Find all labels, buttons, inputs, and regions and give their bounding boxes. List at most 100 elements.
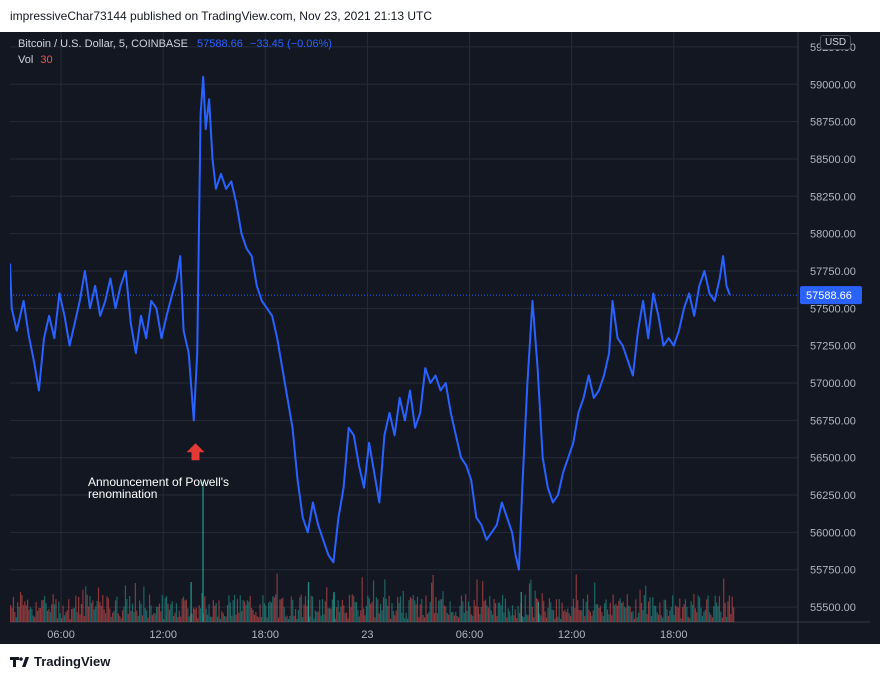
price-axis[interactable]: 55500.00 55750.00 56000.00 56250.00 56500.00… [810,42,856,614]
volume-bar [58,601,60,622]
x-tick-label: 12:00 [149,629,177,641]
volume-bar [185,599,187,622]
volume-bar [510,615,512,622]
volume-bar [401,612,403,622]
volume-bar [364,615,366,622]
volume-bar [29,607,32,622]
volume-bar [212,600,214,622]
volume-bar [663,599,665,622]
volume-bar [256,616,258,622]
volume-bar [477,607,480,622]
time-axis[interactable]: 06:00 12:00 18:00 23 06:00 12:00 18:00 [47,629,687,641]
volume-bar [655,605,657,622]
volume-bar [489,596,491,622]
volume-bar [24,601,26,622]
volume-bar [103,609,105,622]
volume-bar [557,616,559,622]
volume-bar [28,609,30,622]
volume-bar [337,600,339,622]
volume-bar [496,616,498,622]
volume-bar [255,612,257,622]
volume-bar [360,610,362,622]
volume-bar [182,596,185,622]
volume-bar [725,616,728,622]
volume-bar [527,615,529,622]
volume-bar [86,594,88,622]
y-tick-label: 55750.00 [810,565,856,577]
volume-bar [253,614,256,622]
volume-bar [287,618,290,622]
x-tick-label: 12:00 [558,629,586,641]
volume-bar [167,603,169,622]
currency-button[interactable]: USD [820,35,852,50]
volume-bar [163,618,165,622]
volume-bar [263,603,265,622]
volume-bar [558,599,560,622]
volume-bar [450,612,453,622]
volume-bar [358,616,360,622]
volume-bar [345,612,348,622]
volume-bar [438,600,440,622]
volume-bar [421,598,423,622]
volume-bar [659,602,661,622]
volume-bar [622,601,624,622]
price-tag-background [800,286,862,305]
volume-bar [147,617,149,622]
volume-bar [426,613,429,622]
volume-bar [157,606,159,622]
volume-bar [728,595,730,622]
volume-bar [53,604,56,622]
volume-bar [41,600,43,622]
volume-legend[interactable]: Vol 30 [18,54,53,66]
volume-bar [516,618,518,622]
volume-bar [541,593,543,622]
volume-bar [61,618,63,622]
volume-bar [552,610,555,622]
volume-bar [708,612,711,622]
volume-bar [294,609,297,622]
volume-bar [180,616,182,622]
volume-bar [321,599,324,622]
volume-bar [404,618,406,622]
volume-bar [623,606,626,622]
volume-bar [208,604,210,622]
volume-bar [112,612,114,622]
volume-bar [507,608,509,622]
volume-bar [87,606,90,622]
symbol-legend[interactable]: Bitcoin / U.S. Dollar, 5, COINBASE 57588… [18,38,332,50]
volume-bar [164,597,166,622]
volume-bar [302,617,304,622]
volume-bar [660,615,662,622]
volume-bar [693,594,695,622]
volume-bar [361,577,363,622]
tradingview-logo-icon [10,656,29,667]
volume-bar [195,607,197,622]
volume-bar [110,616,112,622]
volume-bar [65,612,67,622]
volume-bar [700,607,702,622]
volume-bar [130,610,132,622]
volume-bar [194,609,196,622]
volume-bar [350,607,352,622]
volume-bar [109,608,111,622]
volume-bar [530,579,532,622]
volume-bar [690,601,692,622]
volume-bar [534,590,536,622]
volume-bar [727,601,729,622]
volume-bar [428,612,430,622]
volume-bar [160,611,162,622]
price-chart[interactable]: 55500.00 55750.00 56000.00 56250.00 56500.00… [10,32,870,644]
brand[interactable]: TradingView [10,654,110,669]
volume-bar [517,606,519,622]
volume-bar [133,612,135,622]
chart-panel[interactable]: 55500.00 55750.00 56000.00 56250.00 56500.00… [10,32,870,644]
y-tick-label: 57250.00 [810,341,856,353]
brand-name: TradingView [34,654,111,669]
volume-bar [19,591,22,622]
volume-bar [151,615,153,622]
volume-bar [625,607,627,622]
volume-bar [119,615,121,622]
volume-bar [387,605,389,622]
volume-bar [327,608,329,622]
volume-bar [334,618,336,622]
